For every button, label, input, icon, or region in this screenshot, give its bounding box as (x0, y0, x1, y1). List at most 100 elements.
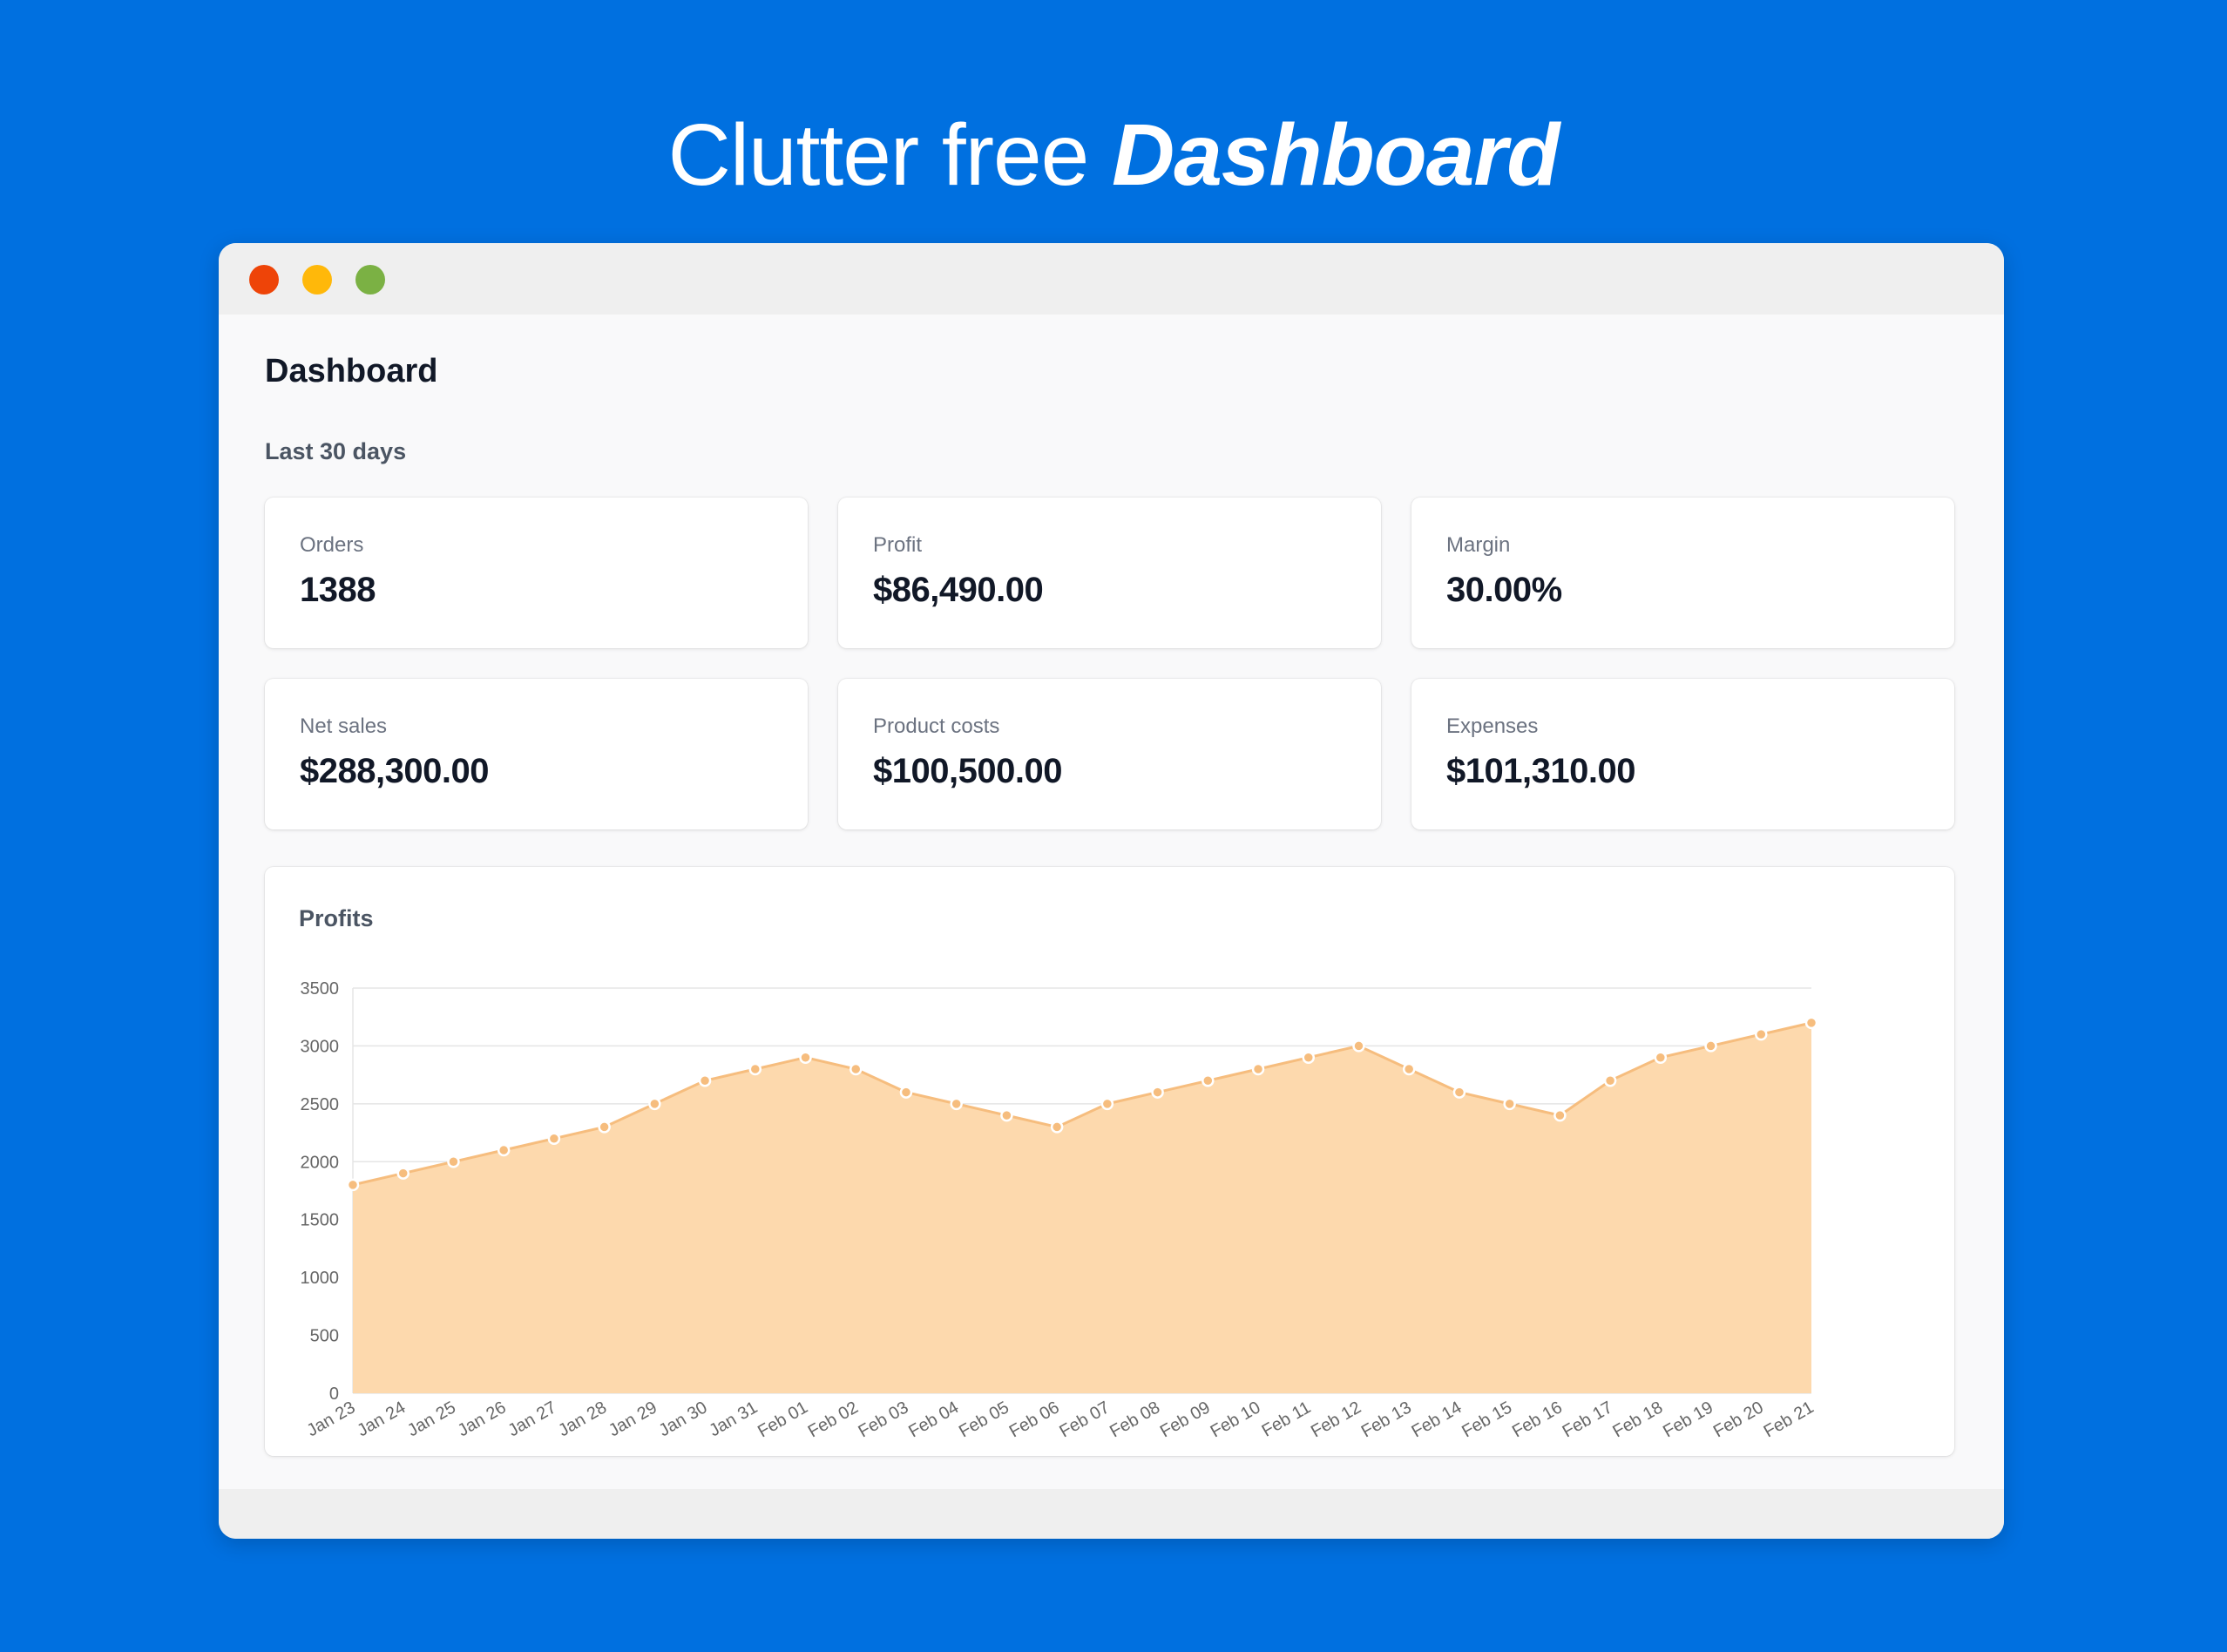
data-point (849, 1062, 863, 1076)
data-point (346, 1178, 360, 1192)
data-point (1402, 1062, 1416, 1076)
data-point (547, 1132, 561, 1145)
stat-value: $86,490.00 (873, 571, 1044, 609)
data-point (1251, 1062, 1265, 1076)
data-point (1452, 1086, 1466, 1099)
x-tick-label: Jan 23 (303, 1398, 358, 1440)
y-tick-label: 3000 (301, 1037, 340, 1056)
data-point (1201, 1074, 1215, 1087)
data-point (950, 1097, 963, 1111)
x-tick-label: Feb 17 (1560, 1398, 1616, 1441)
data-point (1352, 1039, 1365, 1053)
x-tick-label: Jan 30 (656, 1398, 711, 1440)
data-point (598, 1121, 611, 1134)
y-tick-label: 2000 (301, 1153, 340, 1172)
x-tick-label: Feb 01 (755, 1398, 811, 1441)
x-tick-label: Feb 10 (1208, 1398, 1264, 1441)
maximize-window-button[interactable] (355, 265, 385, 295)
data-point (497, 1143, 511, 1157)
x-tick-label: Feb 18 (1609, 1398, 1666, 1441)
hero-title-emphasis: Dashboard (1112, 106, 1560, 204)
data-point (396, 1167, 410, 1180)
app-window: Dashboard Last 30 days Orders 1388 Profi… (219, 243, 2004, 1539)
x-tick-label: Feb 14 (1409, 1398, 1465, 1441)
x-tick-label: Feb 11 (1259, 1398, 1315, 1440)
x-tick-label: Feb 02 (805, 1398, 862, 1441)
x-tick-label: Feb 03 (856, 1398, 912, 1441)
profits-area (353, 1022, 1811, 1393)
y-tick-label: 500 (310, 1327, 339, 1346)
x-tick-label: Jan 31 (706, 1398, 761, 1440)
stat-value: $101,310.00 (1446, 752, 1635, 790)
data-point (1704, 1039, 1717, 1053)
stat-card-expenses: Expenses $101,310.00 (1411, 679, 1954, 829)
stat-card-product-costs: Product costs $100,500.00 (838, 679, 1381, 829)
stat-card-profit: Profit $86,490.00 (838, 498, 1381, 648)
stat-label: Net sales (300, 714, 388, 738)
x-tick-label: Jan 28 (555, 1398, 610, 1440)
profits-line (352, 1021, 1812, 1187)
data-point (748, 1062, 762, 1076)
minimize-window-button[interactable] (302, 265, 332, 295)
data-point (447, 1155, 460, 1168)
x-tick-label: Jan 26 (455, 1398, 510, 1440)
x-tick-label: Feb 06 (1006, 1398, 1063, 1441)
y-tick-label: 2500 (301, 1095, 340, 1114)
data-point (899, 1086, 913, 1099)
data-point (1755, 1027, 1768, 1041)
x-tick-label: Feb 15 (1459, 1398, 1515, 1441)
window-titlebar (219, 243, 2004, 315)
stat-label: Profit (873, 533, 923, 557)
data-point (1000, 1108, 1013, 1122)
y-tick-label: 3500 (301, 979, 340, 999)
data-point (1503, 1097, 1516, 1111)
y-tick-label: 1500 (301, 1211, 340, 1230)
x-tick-label: Feb 13 (1358, 1398, 1415, 1441)
stat-value: 30.00% (1446, 571, 1562, 609)
data-point (698, 1074, 712, 1087)
stat-label: Expenses (1446, 714, 1539, 738)
stat-card-margin: Margin 30.00% (1411, 498, 1954, 648)
stat-value: $100,500.00 (873, 752, 1062, 790)
data-point (648, 1097, 661, 1111)
hero-title: Clutter free Dashboard (0, 103, 2227, 207)
data-point (1050, 1121, 1064, 1134)
x-tick-label: Feb 21 (1761, 1398, 1817, 1441)
data-point (1654, 1051, 1668, 1064)
data-point (1553, 1108, 1567, 1122)
chart-title: Profits (299, 905, 374, 931)
stat-card-orders: Orders 1388 (265, 498, 808, 648)
y-tick-label: 0 (329, 1385, 339, 1404)
hero-title-plain: Clutter free (667, 106, 1090, 204)
close-window-button[interactable] (249, 265, 279, 295)
stat-value: 1388 (300, 571, 376, 609)
stat-label: Margin (1446, 533, 1511, 557)
x-tick-label: Feb 20 (1710, 1398, 1767, 1441)
data-point (1100, 1097, 1114, 1111)
data-point (1302, 1051, 1316, 1064)
x-tick-label: Jan 25 (404, 1398, 459, 1440)
data-point (799, 1051, 812, 1064)
x-tick-label: Jan 27 (504, 1398, 559, 1440)
data-point (1151, 1086, 1164, 1099)
x-tick-label: Feb 08 (1107, 1398, 1163, 1441)
x-tick-label: Feb 16 (1509, 1398, 1566, 1441)
stat-label: Orders (300, 533, 364, 557)
period-label: Last 30 days (265, 438, 407, 464)
window-footer (219, 1489, 2004, 1539)
profits-chart-card: Profits 0 500 1000 1500 2000 2500 3000 3500 Jan … (265, 867, 1954, 1456)
stat-label: Product costs (873, 714, 1000, 738)
data-point (1804, 1016, 1818, 1030)
y-tick-label: 1000 (301, 1269, 340, 1288)
x-tick-label: Jan 24 (354, 1398, 409, 1440)
x-tick-label: Feb 09 (1157, 1398, 1214, 1441)
data-point (1603, 1074, 1617, 1087)
x-tick-label: Feb 19 (1660, 1398, 1716, 1441)
page-title: Dashboard (265, 353, 438, 389)
x-tick-label: Feb 12 (1308, 1398, 1364, 1441)
x-tick-label: Feb 07 (1056, 1398, 1113, 1441)
stat-value: $288,300.00 (300, 752, 489, 790)
x-tick-label: Jan 29 (606, 1398, 660, 1440)
x-tick-label: Feb 05 (956, 1398, 1012, 1441)
